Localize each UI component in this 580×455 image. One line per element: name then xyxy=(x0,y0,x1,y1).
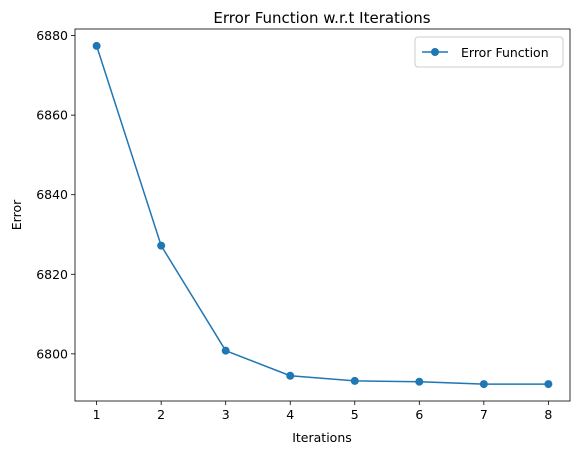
y-tick-label: 6800 xyxy=(36,346,68,361)
data-point xyxy=(157,241,166,250)
series-line xyxy=(95,45,549,385)
chart-title: Error Function w.r.t Iterations xyxy=(213,9,430,27)
y-tick-label: 6840 xyxy=(36,187,68,202)
plot-area-frame xyxy=(74,28,571,402)
legend-entry-error-function: Error Function xyxy=(461,45,549,60)
x-tick-label: 5 xyxy=(351,407,359,422)
x-tick-label: 8 xyxy=(544,407,552,422)
x-tick-label: 2 xyxy=(157,407,165,422)
series-layer xyxy=(92,41,553,389)
x-tick-label: 1 xyxy=(93,407,101,422)
legend-box xyxy=(414,36,564,68)
x-axis-ticks: 1 2 3 4 5 6 7 8 xyxy=(93,401,552,422)
y-tick-label: 6880 xyxy=(36,28,68,43)
x-tick-label: 3 xyxy=(222,407,230,422)
legend-marker-swatch xyxy=(431,48,439,56)
data-point xyxy=(544,380,553,389)
data-point xyxy=(92,41,101,50)
data-point xyxy=(221,346,230,355)
data-point xyxy=(350,376,359,385)
x-tick-label: 6 xyxy=(415,407,423,422)
data-point xyxy=(479,380,488,389)
x-axis-label: Iterations xyxy=(292,430,352,445)
y-axis-label: Error xyxy=(9,199,24,230)
data-point xyxy=(415,377,424,386)
x-tick-label: 7 xyxy=(480,407,488,422)
x-tick-label: 4 xyxy=(286,407,294,422)
y-axis-ticks: 6800 6820 6840 6860 6880 xyxy=(36,28,75,361)
legend: Error Function xyxy=(414,36,564,68)
y-tick-label: 6860 xyxy=(36,108,68,123)
y-tick-label: 6820 xyxy=(36,267,68,282)
data-point xyxy=(286,371,295,380)
